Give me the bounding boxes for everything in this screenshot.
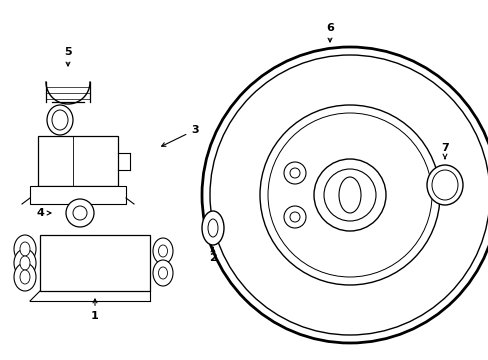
Ellipse shape — [20, 242, 30, 256]
Text: 5: 5 — [64, 47, 72, 66]
Ellipse shape — [426, 165, 462, 205]
Ellipse shape — [207, 219, 218, 237]
Circle shape — [209, 55, 488, 335]
Ellipse shape — [153, 260, 173, 286]
Circle shape — [284, 162, 305, 184]
Ellipse shape — [14, 235, 36, 263]
Circle shape — [73, 206, 87, 220]
Ellipse shape — [431, 170, 457, 200]
Text: 3: 3 — [161, 125, 199, 146]
Ellipse shape — [20, 270, 30, 284]
Ellipse shape — [14, 249, 36, 277]
Text: 2: 2 — [209, 247, 217, 263]
Ellipse shape — [20, 256, 30, 270]
Circle shape — [66, 199, 94, 227]
Ellipse shape — [202, 211, 224, 245]
Text: 1: 1 — [91, 299, 99, 321]
Ellipse shape — [153, 238, 173, 264]
Circle shape — [260, 105, 439, 285]
Circle shape — [284, 206, 305, 228]
Circle shape — [289, 212, 299, 222]
Ellipse shape — [14, 263, 36, 291]
Circle shape — [267, 113, 431, 277]
Circle shape — [313, 159, 385, 231]
Text: 7: 7 — [440, 143, 448, 159]
Ellipse shape — [52, 110, 68, 130]
Text: 6: 6 — [325, 23, 333, 42]
FancyBboxPatch shape — [40, 235, 150, 291]
Ellipse shape — [47, 105, 73, 135]
Circle shape — [202, 47, 488, 343]
Circle shape — [289, 168, 299, 178]
FancyBboxPatch shape — [30, 186, 126, 204]
Ellipse shape — [338, 177, 360, 213]
Circle shape — [324, 169, 375, 221]
FancyBboxPatch shape — [38, 136, 118, 186]
Text: 4: 4 — [36, 208, 51, 218]
Ellipse shape — [158, 245, 167, 257]
Ellipse shape — [158, 267, 167, 279]
